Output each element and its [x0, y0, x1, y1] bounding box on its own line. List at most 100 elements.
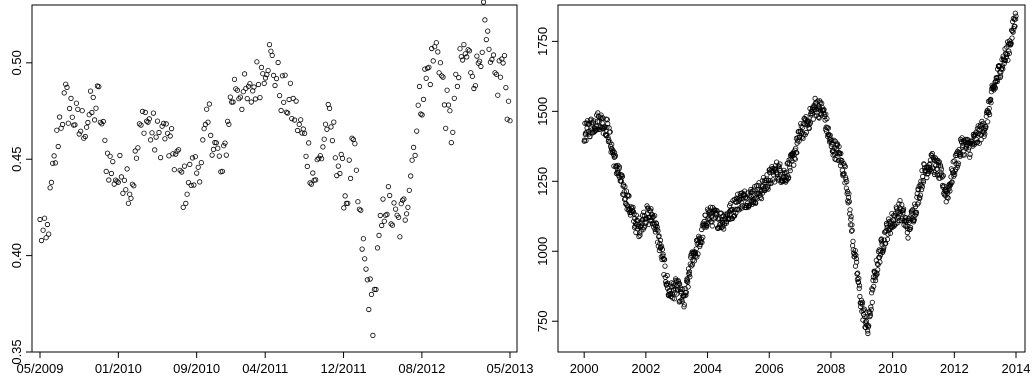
data-point: [300, 126, 306, 132]
x-tick-label: 2002: [631, 361, 660, 376]
data-point: [794, 150, 800, 156]
data-point: [349, 135, 355, 141]
x-tick-label: 09/2010: [173, 361, 220, 376]
data-point: [471, 85, 477, 92]
x-tick-label: 2008: [816, 361, 845, 376]
data-point: [986, 105, 992, 112]
data-point: [352, 141, 358, 147]
data-point: [726, 215, 732, 221]
data-point: [807, 120, 814, 126]
data-point: [379, 222, 385, 229]
data-point: [1010, 29, 1016, 35]
data-point: [652, 213, 658, 219]
data-point: [501, 52, 508, 59]
data-point: [897, 198, 903, 204]
data-point: [440, 74, 446, 80]
data-point: [940, 173, 946, 179]
data-point: [810, 116, 816, 122]
data-point: [753, 200, 759, 206]
data-point: [342, 193, 348, 199]
data-point: [660, 255, 667, 262]
data-point: [231, 76, 238, 82]
x-tick-label: 2012: [940, 361, 969, 376]
data-point: [1012, 10, 1018, 16]
data-point: [185, 180, 192, 186]
data-point: [825, 125, 832, 131]
data-point: [313, 177, 319, 183]
data-point: [765, 186, 771, 192]
data-point: [408, 173, 414, 179]
data-point: [758, 196, 765, 202]
data-point: [792, 156, 798, 162]
data-point: [469, 73, 475, 79]
data-point: [251, 84, 257, 90]
data-point: [733, 210, 739, 216]
data-point: [662, 263, 668, 269]
data-point: [205, 119, 211, 125]
data-point: [917, 195, 923, 201]
data-point: [676, 280, 682, 286]
data-point: [73, 100, 80, 106]
x-tick-label: 2004: [693, 361, 722, 376]
data-point: [824, 116, 830, 122]
data-point: [114, 178, 120, 184]
data-point: [87, 88, 94, 94]
data-point: [427, 81, 433, 88]
data-point: [149, 130, 155, 136]
data-point: [952, 171, 958, 178]
data-point: [755, 182, 761, 188]
data-point: [106, 177, 112, 183]
x-tick-label: 2010: [878, 361, 907, 376]
data-point: [654, 226, 660, 233]
data-point: [699, 239, 705, 245]
data-point: [945, 195, 951, 201]
data-point: [291, 117, 298, 123]
data-point: [359, 246, 365, 252]
data-point: [245, 83, 252, 89]
data-point: [867, 310, 873, 316]
data-point: [867, 312, 874, 318]
data-point: [362, 256, 368, 262]
data-point: [474, 53, 480, 59]
data-point: [353, 167, 359, 173]
data-point: [189, 155, 196, 161]
data-point: [215, 145, 221, 151]
data-point: [331, 119, 337, 125]
data-point: [285, 110, 291, 116]
data-point: [152, 147, 158, 153]
data-point: [176, 147, 182, 153]
data-point: [236, 96, 242, 102]
data-point: [591, 118, 597, 124]
right-point-layer: [581, 10, 1019, 337]
data-point: [735, 198, 742, 205]
data-point: [163, 121, 169, 127]
data-point: [419, 112, 425, 118]
data-point: [195, 164, 201, 170]
data-point: [655, 228, 661, 234]
data-point: [702, 212, 708, 218]
data-point: [846, 191, 852, 197]
data-point: [612, 153, 619, 159]
right-y-axis: 750 1000 1250 1500 1750: [535, 27, 558, 332]
data-point: [258, 64, 265, 71]
data-point: [907, 224, 914, 231]
data-point: [136, 121, 142, 127]
data-point: [72, 122, 78, 128]
data-point: [913, 209, 920, 215]
data-point: [402, 217, 408, 223]
data-point: [368, 291, 375, 297]
y-tick-label: 0.50: [9, 50, 24, 75]
data-point: [982, 131, 988, 137]
data-point: [482, 17, 488, 23]
data-point: [41, 215, 48, 221]
data-point: [487, 59, 493, 65]
data-point: [76, 131, 82, 137]
data-point: [695, 251, 701, 257]
data-point: [739, 200, 745, 206]
data-point: [187, 161, 193, 167]
data-point: [777, 161, 783, 167]
data-point: [604, 124, 610, 130]
data-point: [422, 66, 428, 72]
data-point: [322, 121, 329, 127]
data-point: [125, 200, 131, 206]
